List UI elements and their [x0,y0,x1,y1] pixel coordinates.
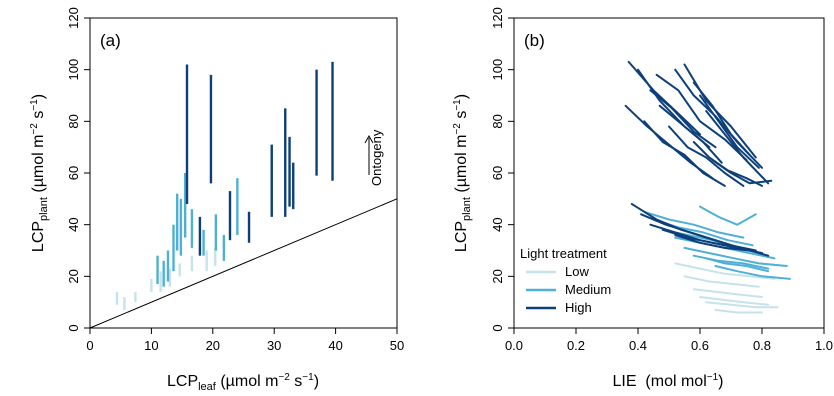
y-tick-label: 40 [66,217,81,231]
y-tick-label: 120 [490,7,505,29]
y-tick-label: 120 [66,7,81,29]
x-tick-label: 40 [328,338,342,353]
x-tick-label: 0.6 [691,338,709,353]
x-tick-label: 50 [390,338,404,353]
series-line-low [692,288,763,298]
y-tick-label: 80 [490,114,505,128]
series-line-low [699,296,770,306]
series-line-low [714,308,763,314]
series-line-high [674,234,751,252]
x-tick-label: 1.0 [815,338,833,353]
series-line-medium [683,246,788,267]
panel-b: 0.0 0.2 0.4 0.6 0.8 1.0 0 20 40 60 80 100 120 (b) L… [452,7,833,390]
x-tick-label: 0.4 [629,338,647,353]
x-tick-label: 20 [206,338,220,353]
panel-label-b: (b) [524,31,545,50]
series-line-high [655,73,748,162]
ontogeny-label: Ontogeny [369,129,384,186]
y-tick-label: 100 [66,59,81,81]
panel-a-x-axis-title: LCPleaf (µmol m−2 s−1) [167,372,319,393]
panel-b-y-ticks: 0 20 40 60 80 100 120 [490,7,514,332]
y-tick-label: 100 [490,59,505,81]
series-line-low [705,301,779,309]
x-tick-label: 10 [144,338,158,353]
series-line-high [711,159,773,185]
y-tick-label: 80 [66,114,81,128]
series-line-medium [643,210,745,239]
x-tick-label: 0 [86,338,93,353]
series-line-high [692,81,751,156]
x-tick-label: 0.8 [753,338,771,353]
series-line-high [668,125,745,187]
panel-a-marks [89,61,398,329]
series-line-high [692,141,763,187]
panel-a-x-ticks: 0 10 20 30 40 50 [86,328,404,353]
panel-b-x-ticks: 0.0 0.2 0.4 0.6 0.8 1.0 [505,328,833,353]
series-line-high [630,203,757,252]
legend-title: Light treatment [520,246,607,261]
x-tick-label: 0.0 [505,338,523,353]
series-line-high [699,94,760,169]
y-tick-label: 40 [490,217,505,231]
ontogeny-annotation: Ontogeny [364,129,384,186]
series-line-high [643,120,726,187]
series-line-medium [714,265,791,280]
panel-label-a: (a) [100,31,121,50]
y-tick-label: 20 [66,269,81,283]
panel-a: 0 10 20 30 40 50 0 20 40 60 80 100 120 (a) Ontogeny… [29,7,404,393]
legend-label-low: Low [565,264,589,279]
panel-b-marks [624,60,791,314]
plot-frame-b [513,17,825,329]
series-line-low [683,275,760,288]
legend: Light treatment Low Medium High [520,246,611,315]
series-line-low [674,262,776,280]
y-tick-label: 20 [490,269,505,283]
panel-b-x-axis-title: LIE (mol mol−1) [613,372,724,390]
legend-entries: Low Medium High [526,264,611,315]
one-to-one-line [89,198,398,329]
ontogeny-arrow-head [364,134,374,144]
series-line-medium [705,257,770,273]
series-line-medium [699,205,757,226]
series-line-high [649,89,717,149]
x-tick-label: 0.2 [567,338,585,353]
panel-b-y-axis-title: LCPplant (µmol m−2 s−1) [452,94,473,252]
y-tick-label: 0 [66,324,81,331]
x-tick-label: 30 [267,338,281,353]
series-line-high [705,110,770,185]
series-line-high [658,104,723,164]
panel-a-y-ticks: 0 20 40 60 80 100 120 [66,7,90,332]
series-line-high [624,104,714,180]
legend-label-medium: Medium [565,282,611,297]
legend-label-high: High [565,300,592,315]
plot-frame-a [89,17,398,329]
y-tick-label: 60 [66,166,81,180]
y-tick-label: 60 [490,166,505,180]
panel-a-y-axis-title: LCPplant (µmol m−2 s−1) [29,94,50,252]
y-tick-label: 0 [490,324,505,331]
